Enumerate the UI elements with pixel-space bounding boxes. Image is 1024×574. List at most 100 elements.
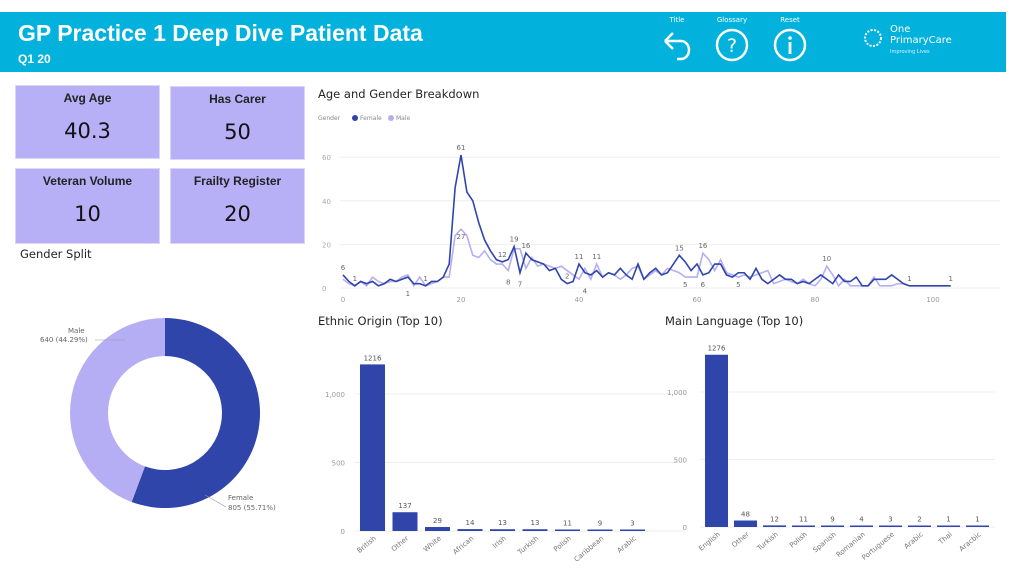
donut-label-female-value: 805 (55.71%) [228,504,276,512]
series-line-male [342,227,910,288]
bar-category-label: African [451,534,475,556]
data-label: 5 [683,281,687,289]
gender-split-title: Gender Split [20,247,92,261]
svg-text:?: ? [727,35,737,57]
bar-category-label: Turkish [516,534,541,557]
y-tick-label: 20 [322,241,331,249]
bar-value-label: 11 [563,519,572,527]
data-label: 61 [457,144,466,152]
legend-title: Gender [318,115,341,122]
y-tick-label: 40 [322,198,331,206]
header-bar: GP Practice 1 Deep Dive Patient Data Q1 … [0,12,1006,72]
bar-category-label: Irish [491,534,508,550]
data-label: 8 [506,279,510,287]
bar-category-label: Other [730,530,750,549]
donut-label-male-value: 640 (44.29%) [40,336,88,344]
logo-line2: PrimaryCare [890,35,952,46]
bar-white [425,527,450,531]
x-tick-label: 60 [693,296,702,304]
bar-category-label: Polish [552,534,573,553]
bar-spanish [821,525,844,527]
kpi-label: Has Carer [209,92,266,106]
y-tick-label: 500 [674,457,687,465]
legend-label-female: Female [360,115,382,122]
bar-value-label: 29 [433,517,442,525]
bar-category-label: Turkish [755,530,780,553]
title-button[interactable]: Title [652,16,702,67]
data-label: 11 [575,253,584,261]
info-icon [773,28,807,62]
donut-slice-female [131,318,260,508]
bar-category-label: Caribbean [573,534,606,563]
donut-label-male-name: Male [68,327,85,335]
data-label: 7 [518,281,522,289]
bar-value-label: 48 [741,511,750,519]
data-label: 11 [592,253,601,261]
bar-category-label: Arabic [903,530,925,550]
bar-turkish [763,525,786,527]
x-tick-label: 40 [575,296,584,304]
title-button-label: Title [669,16,685,24]
legend-marker-male [388,115,394,121]
glossary-button[interactable]: Glossary ? [707,16,757,67]
bar-value-label: 11 [799,516,808,524]
data-label: 1 [907,275,911,283]
bar-value-label: 12 [770,515,779,523]
age-gender-title: Age and Gender Breakdown [318,87,480,101]
kpi-veteran-volume: Veteran Volume 10 [15,168,160,244]
series-line-female [342,154,951,287]
legend-marker-female [352,115,358,121]
x-tick-label: 20 [457,296,466,304]
bar-african [457,529,483,531]
bar-value-label: 14 [466,519,475,527]
bar-caribbean [587,529,613,531]
bar-value-label: 1216 [364,354,382,362]
bar-english [705,354,728,527]
bar-value-label: 9 [598,520,602,528]
bar-value-label: 13 [531,519,540,527]
bar-value-label: 3 [888,516,892,524]
donut-slice-male [70,318,165,502]
x-tick-label: 0 [341,296,345,304]
bar-british [360,364,385,531]
y-tick-label: 1,000 [667,389,687,397]
kpi-label: Frailty Register [193,174,282,188]
bar-thai [937,525,960,527]
bar-polish [792,525,815,527]
data-label: 10 [822,255,831,263]
bar-category-label: White [422,534,443,553]
bar-category-label: Polish [788,530,809,549]
data-label: 1 [406,290,410,298]
bar-other [734,520,757,527]
kpi-value: 10 [74,202,101,226]
reset-button-label: Reset [780,16,800,24]
bar-arabic [908,525,931,527]
data-label: 5 [736,281,740,289]
data-label: 27 [457,233,466,241]
donut-label-female-name: Female [228,494,253,502]
bar-arabic [620,529,645,531]
bar-category-label: Thai [936,530,953,546]
y-tick-label: 0 [322,285,326,293]
x-tick-label: 80 [811,296,820,304]
logo-line1: One [890,24,911,35]
glossary-button-label: Glossary [716,16,748,24]
data-label: 6 [701,281,706,289]
back-arrow-icon [664,32,691,61]
kpi-avg-age: Avg Age 40.3 [15,85,160,159]
data-label: 1 [423,275,427,283]
y-tick-label: 500 [332,460,345,468]
y-tick-label: 0 [683,524,687,532]
bar-category-label: Portuguese [860,530,895,561]
data-label: 1 [948,275,952,283]
bar-value-label: 1276 [708,345,726,353]
bar-value-label: 4 [859,516,864,524]
data-label: 16 [698,242,707,250]
kpi-value: 50 [224,120,251,144]
bar-category-label: Other [390,534,410,553]
bar-polish [555,529,580,531]
bar-value-label: 3 [630,520,634,528]
reset-button[interactable]: Reset [765,16,815,67]
bar-category-label: British [355,534,377,555]
data-label: 16 [521,242,530,250]
